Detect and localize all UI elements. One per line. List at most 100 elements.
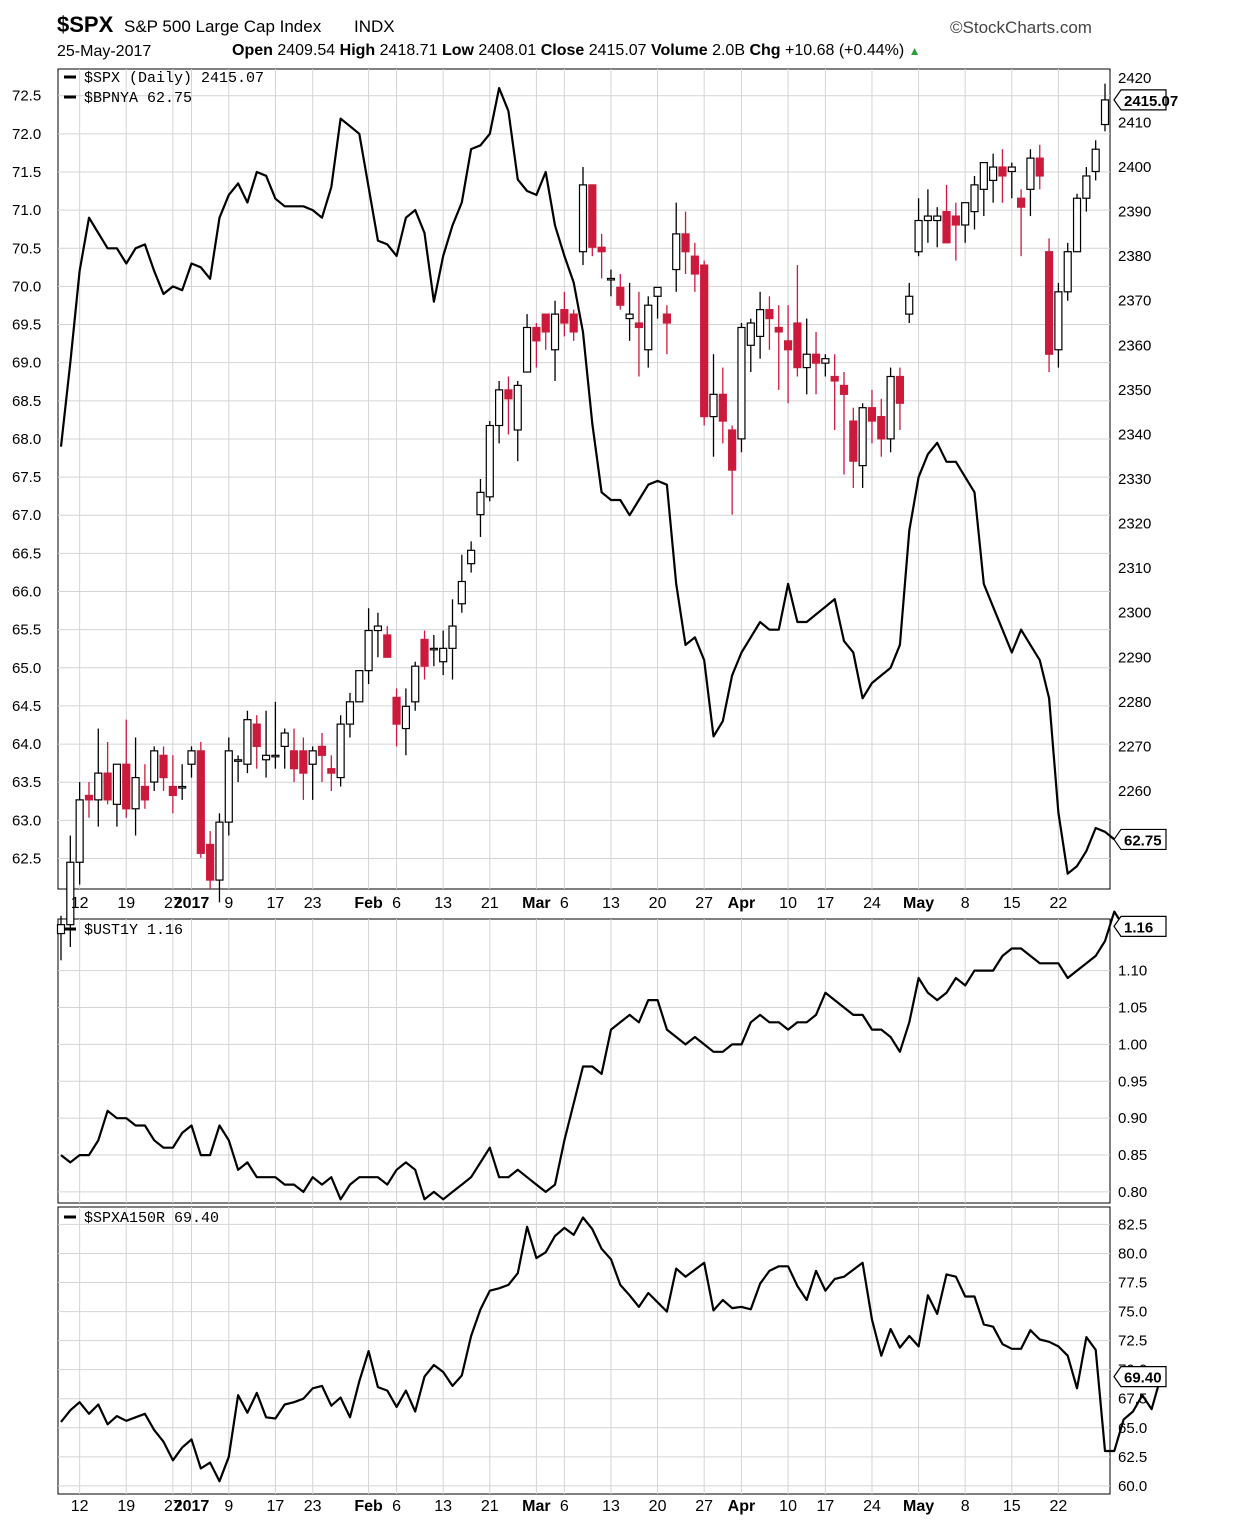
left-tick-label: 68.5 <box>12 393 41 410</box>
high-label: High <box>339 42 376 59</box>
x-tick-label: 15 <box>1003 1498 1021 1515</box>
left-tick-label: 63.0 <box>12 812 41 829</box>
candle-body <box>373 625 383 632</box>
bpnya-line <box>59 86 1115 875</box>
x-tick-label: 6 <box>392 1498 401 1515</box>
candle-body <box>541 313 550 333</box>
candle-body <box>243 719 252 765</box>
candle-body <box>327 768 336 774</box>
candle-body <box>56 924 66 935</box>
open-label: Open <box>232 42 273 59</box>
candle-body <box>504 389 513 400</box>
x-tick-label: 23 <box>304 895 322 912</box>
candle-body <box>606 277 616 281</box>
candle-body <box>103 772 112 801</box>
candle-body <box>877 416 886 440</box>
right-tick-label: 1.10 <box>1118 963 1147 980</box>
candle-body <box>513 384 522 431</box>
candle-body <box>989 166 998 182</box>
x-tick-label: 22 <box>1049 1498 1067 1515</box>
candle-body <box>224 750 233 823</box>
right-tick-label: 2350 <box>1118 382 1151 399</box>
candle-body <box>94 772 103 801</box>
candle-body <box>364 629 373 672</box>
candle-body <box>625 313 634 320</box>
candle-body <box>746 322 755 346</box>
bpnya-last-tag: 62.75 <box>1113 828 1167 851</box>
candle-body <box>215 821 224 881</box>
candle-body <box>905 295 914 315</box>
x-tick-label: 9 <box>224 1498 233 1515</box>
left-tick-label: 67.5 <box>12 469 41 486</box>
candle-body <box>467 549 476 565</box>
x-tick-label: 27 <box>695 1498 713 1515</box>
x-tick-label: 20 <box>649 1498 667 1515</box>
left-tick-label: 68.0 <box>12 431 41 448</box>
candle-body <box>634 322 644 329</box>
x-tick-label: Mar <box>522 895 550 912</box>
spxa150r-line <box>60 1216 1162 1483</box>
left-tick-label: 64.5 <box>12 698 41 715</box>
candle-body <box>271 754 280 758</box>
bpnya-last-tag-box <box>1113 828 1167 851</box>
left-tick-label: 72.5 <box>12 88 41 105</box>
x-tick-label: 24 <box>863 1498 881 1515</box>
right-tick-label: 77.5 <box>1118 1275 1147 1292</box>
right-tick-label: 0.95 <box>1118 1073 1147 1090</box>
right-tick-label: 2260 <box>1118 783 1151 800</box>
candle-body <box>122 763 131 810</box>
candle-body <box>429 647 438 651</box>
right-tick-label: 2330 <box>1118 471 1151 488</box>
x-tick-label: 6 <box>392 895 401 912</box>
left-tick-label: 67.0 <box>12 507 41 524</box>
candle-body <box>532 326 541 342</box>
candle-body <box>84 794 94 801</box>
x-tick-label: 22 <box>1049 895 1067 912</box>
right-tick-label: 75.0 <box>1118 1304 1147 1321</box>
x-tick-label: 24 <box>863 895 881 912</box>
x-tick-label: 8 <box>961 1498 970 1515</box>
candle-body <box>112 763 122 805</box>
spxa150r-last-tag-text: 69.40 <box>1124 1370 1162 1387</box>
right-tick-label: 2410 <box>1118 114 1151 131</box>
candle-body <box>75 799 84 863</box>
volume-value: 2.0B <box>712 42 745 59</box>
low-value: 2408.01 <box>478 42 537 59</box>
candle-body <box>914 219 923 253</box>
candle-body <box>802 353 811 369</box>
right-tick-label: 62.5 <box>1118 1449 1147 1466</box>
x-tick-label: May <box>903 1498 934 1515</box>
ust1y-last-tag-text: 1.16 <box>1124 919 1153 936</box>
candle-body <box>439 647 448 663</box>
x-tick-label: 12 <box>71 1498 89 1515</box>
close-value: 2415.07 <box>588 42 647 59</box>
right-tick-label: 2320 <box>1118 516 1151 533</box>
exchange: INDX <box>354 17 395 36</box>
brand[interactable]: ©StockCharts.com <box>950 18 1092 38</box>
copyright-icon: © <box>950 18 963 37</box>
candle-body <box>411 665 420 703</box>
candle-body <box>1007 166 1016 173</box>
right-tick-label: 2280 <box>1118 694 1151 711</box>
candle-body <box>336 723 345 779</box>
candle-body <box>811 353 821 364</box>
x-tick-label: Apr <box>728 1498 756 1515</box>
right-tick-label: 1.05 <box>1118 1000 1147 1017</box>
candle-body <box>1017 197 1026 208</box>
candle-body <box>756 309 765 337</box>
candle-body <box>355 670 364 703</box>
x-tick-label: Apr <box>728 895 756 912</box>
x-tick-label: 19 <box>117 1498 135 1515</box>
candle-body <box>718 393 727 422</box>
x-tick-label: 2017 <box>174 1498 210 1515</box>
candle-body <box>765 309 774 320</box>
candle-body <box>858 407 867 467</box>
candle-body <box>196 750 205 854</box>
ust1y-last-tag: 1.16 <box>1113 915 1167 937</box>
candle-body <box>588 184 597 248</box>
main-panel-legend-entry: $BPNYA 62.75 <box>84 90 192 107</box>
left-tick-label: 71.5 <box>12 164 41 181</box>
candle-body <box>942 211 951 244</box>
x-tick-label: 13 <box>434 1498 452 1515</box>
